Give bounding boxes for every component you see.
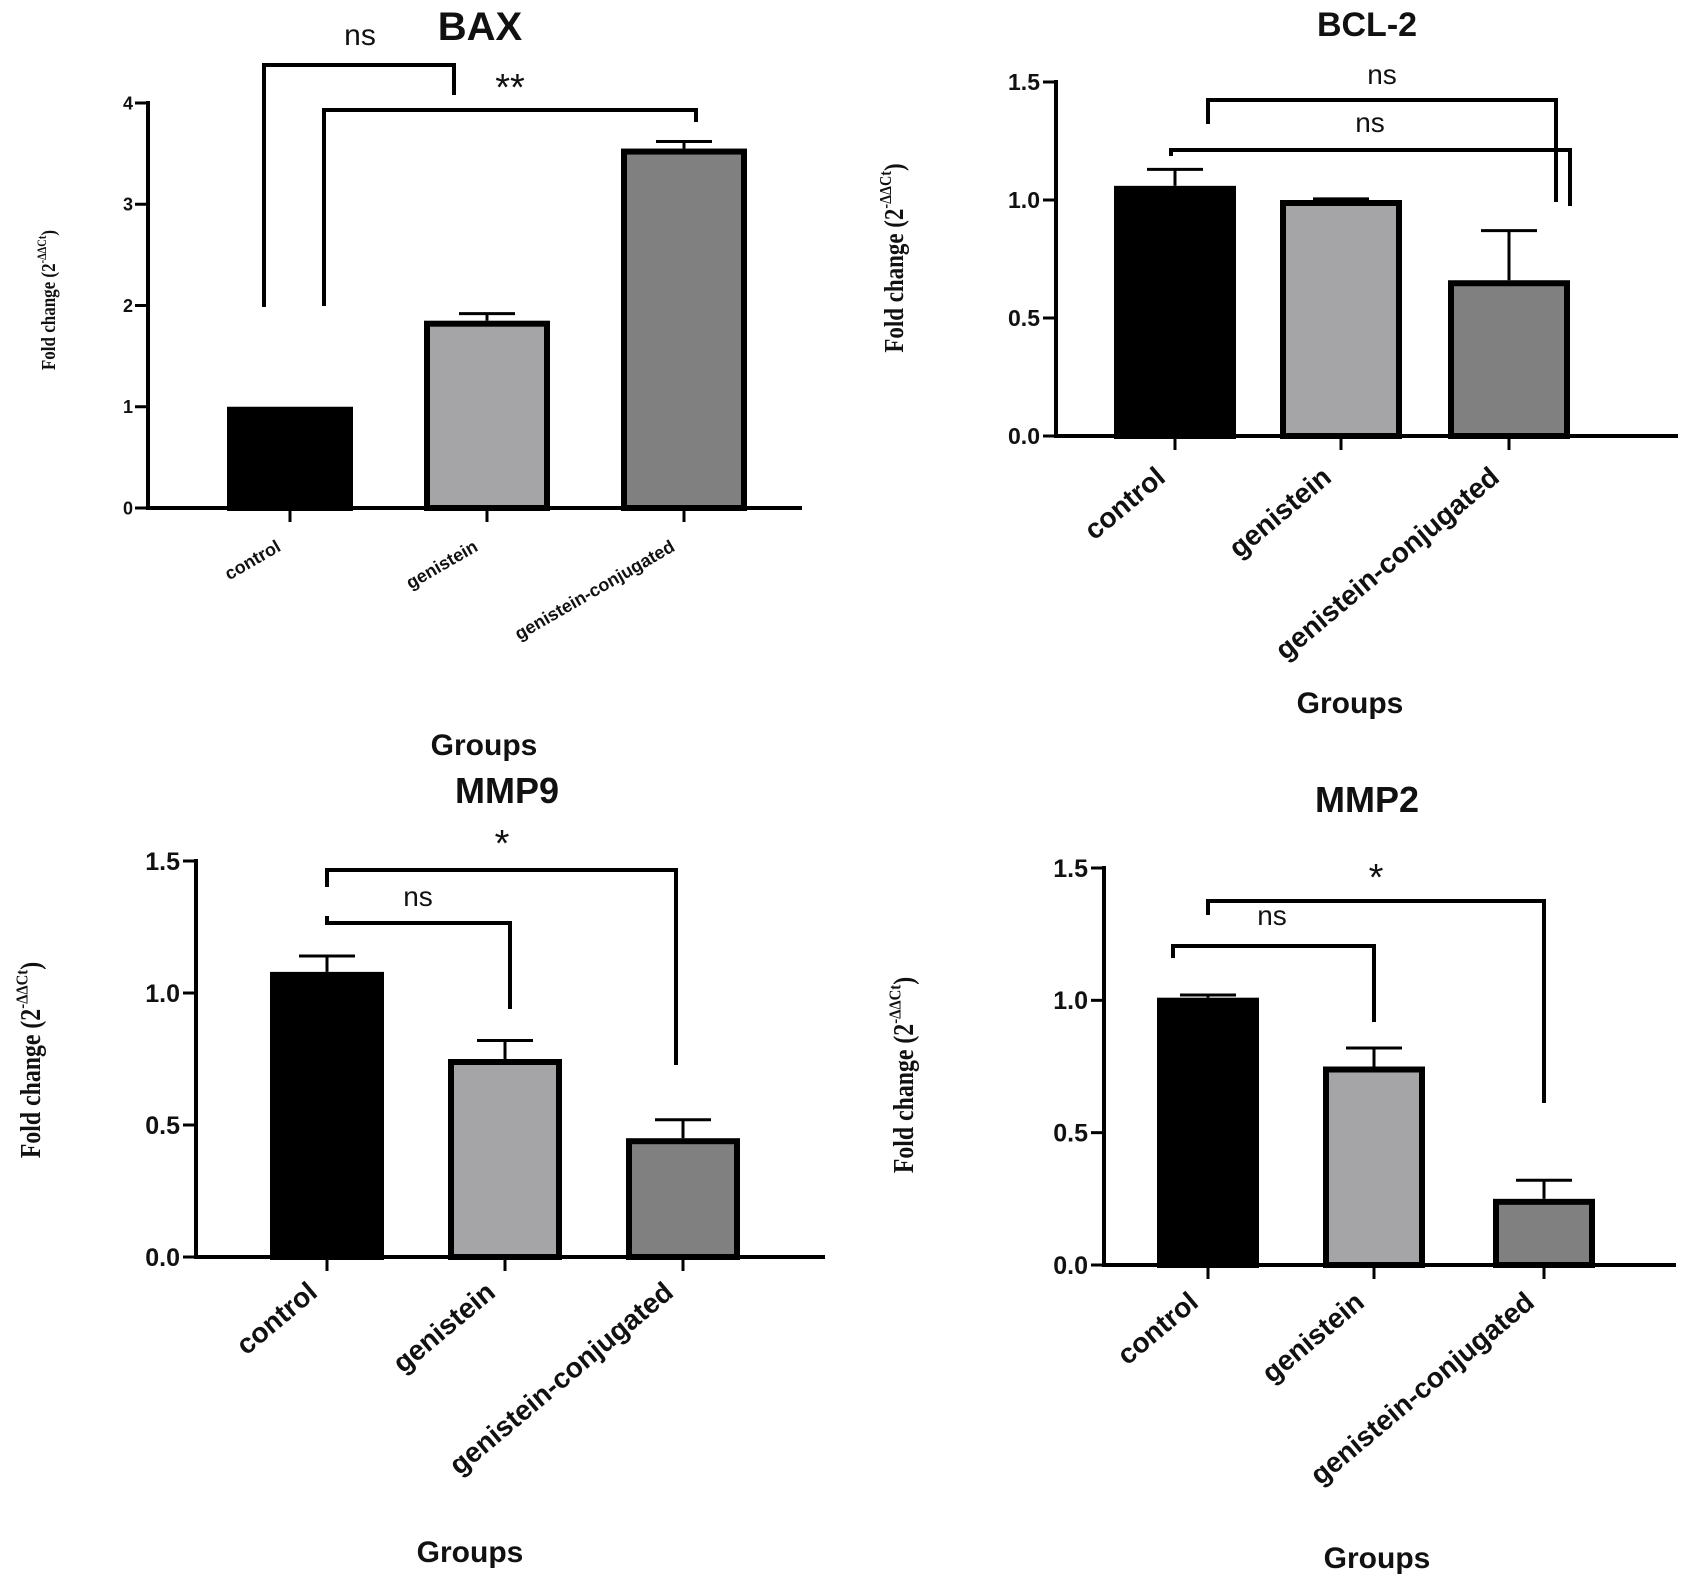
significance-bracket: [322, 108, 698, 306]
y-axis-title-close: ): [888, 977, 919, 985]
y-axis-title: Fold change (2-ΔΔCt): [13, 962, 46, 1158]
y-tick-label: 0.5: [145, 1112, 180, 1140]
chart-title: BCL-2: [1317, 6, 1417, 44]
x-category-label-genistein-conjugated: genistein-conjugated: [511, 536, 678, 644]
significance-label: ns: [1257, 900, 1287, 931]
x-axis-title: Groups: [1297, 687, 1404, 720]
y-tick-label: 0.5: [1008, 305, 1040, 331]
y-axis-title-superscript: -ΔΔCt: [36, 235, 49, 263]
bar-genistein: [448, 1059, 562, 1260]
y-tick-label: 0: [123, 498, 133, 518]
y-axis-title-main: Fold change (2: [880, 209, 909, 353]
y-axis-title-main: Fold change (2: [38, 263, 61, 370]
x-category-label-control: control: [1078, 461, 1171, 546]
bar-genistein: [1323, 1066, 1425, 1268]
significance-label: ns: [1355, 107, 1385, 138]
bar-genistein-conjugated: [621, 148, 747, 511]
y-axis-title-superscript: -ΔΔCt: [13, 969, 31, 1009]
significance-label: ns: [1367, 59, 1397, 90]
y-tick-label: 1.0: [145, 980, 180, 1008]
y-tick-label: 0.0: [1008, 423, 1040, 449]
x-axis-title: Groups: [431, 729, 538, 762]
bar-control: [1114, 185, 1236, 439]
bar-genistein: [1280, 200, 1402, 439]
x-category-label-genistein: genistein: [403, 536, 481, 593]
y-axis-title: Fold change (2-ΔΔCt): [886, 977, 919, 1173]
significance-bracket: [1169, 148, 1572, 206]
x-category-label-control: control: [1111, 1286, 1204, 1371]
significance-bracket: [1171, 944, 1376, 1022]
y-tick-label: 1.0: [1053, 987, 1088, 1015]
y-tick-label: 1.5: [1053, 855, 1088, 883]
y-axis-title-close: ): [15, 962, 46, 970]
significance-bracket: [1206, 899, 1546, 1103]
significance-label: *: [1369, 857, 1384, 899]
bar-genistein-conjugated: [626, 1138, 740, 1260]
significance-label: *: [495, 823, 510, 865]
y-tick-label: 0.0: [145, 1244, 180, 1272]
bar-control: [270, 971, 384, 1260]
y-tick-label: 3: [123, 195, 133, 215]
y-axis-title-superscript: -ΔΔCt: [877, 170, 895, 208]
x-category-label-control: control: [230, 1276, 323, 1361]
y-tick-label: 1.0: [1008, 187, 1040, 213]
x-category-label-genistein: genistein: [1256, 1286, 1370, 1389]
y-axis-title-close: ): [38, 230, 61, 236]
y-axis-title: Fold change (2-ΔΔCt): [36, 230, 60, 370]
chart-title: MMP9: [455, 770, 559, 811]
y-tick-label: 2: [123, 296, 133, 316]
y-tick-label: 0.0: [1053, 1252, 1088, 1280]
chart-title: BAX: [438, 5, 523, 49]
y-tick-label: 0.5: [1053, 1119, 1088, 1147]
bar-genistein: [424, 320, 550, 511]
x-category-label-control: control: [221, 536, 284, 584]
y-axis-title-superscript: -ΔΔCt: [886, 984, 904, 1024]
y-axis-title: Fold change (2-ΔΔCt): [877, 163, 910, 352]
bar-control: [1157, 997, 1259, 1268]
y-tick-label: 1.5: [1008, 69, 1040, 95]
significance-bracket: [325, 916, 512, 1009]
y-tick-label: 4: [123, 93, 133, 113]
y-axis-title-main: Fold change (2: [888, 1024, 919, 1173]
significance-bracket: [262, 63, 456, 307]
y-axis-title-close: ): [880, 163, 909, 171]
x-category-label-genistein: genistein: [387, 1276, 501, 1379]
chart-title: MMP2: [1315, 779, 1419, 820]
chart-panel-bax: BAX 0 1 2 3 4 control genistein genistein-conjug…: [36, 5, 802, 762]
significance-bracket: [325, 868, 678, 1065]
bar-genistein-conjugated: [1448, 280, 1570, 439]
bar-genistein-conjugated: [1493, 1198, 1595, 1269]
significance-label: **: [495, 67, 525, 109]
significance-label: ns: [344, 19, 376, 52]
y-axis-title-main: Fold change (2: [15, 1009, 46, 1158]
y-tick-label: 1: [123, 397, 133, 417]
bar-control: [227, 406, 353, 511]
y-tick-label: 1.5: [145, 848, 180, 876]
significance-label: ns: [403, 881, 433, 912]
x-category-label-genistein: genistein: [1223, 461, 1337, 564]
x-axis-title: Groups: [1324, 1542, 1431, 1575]
x-axis-title: Groups: [417, 1536, 524, 1569]
